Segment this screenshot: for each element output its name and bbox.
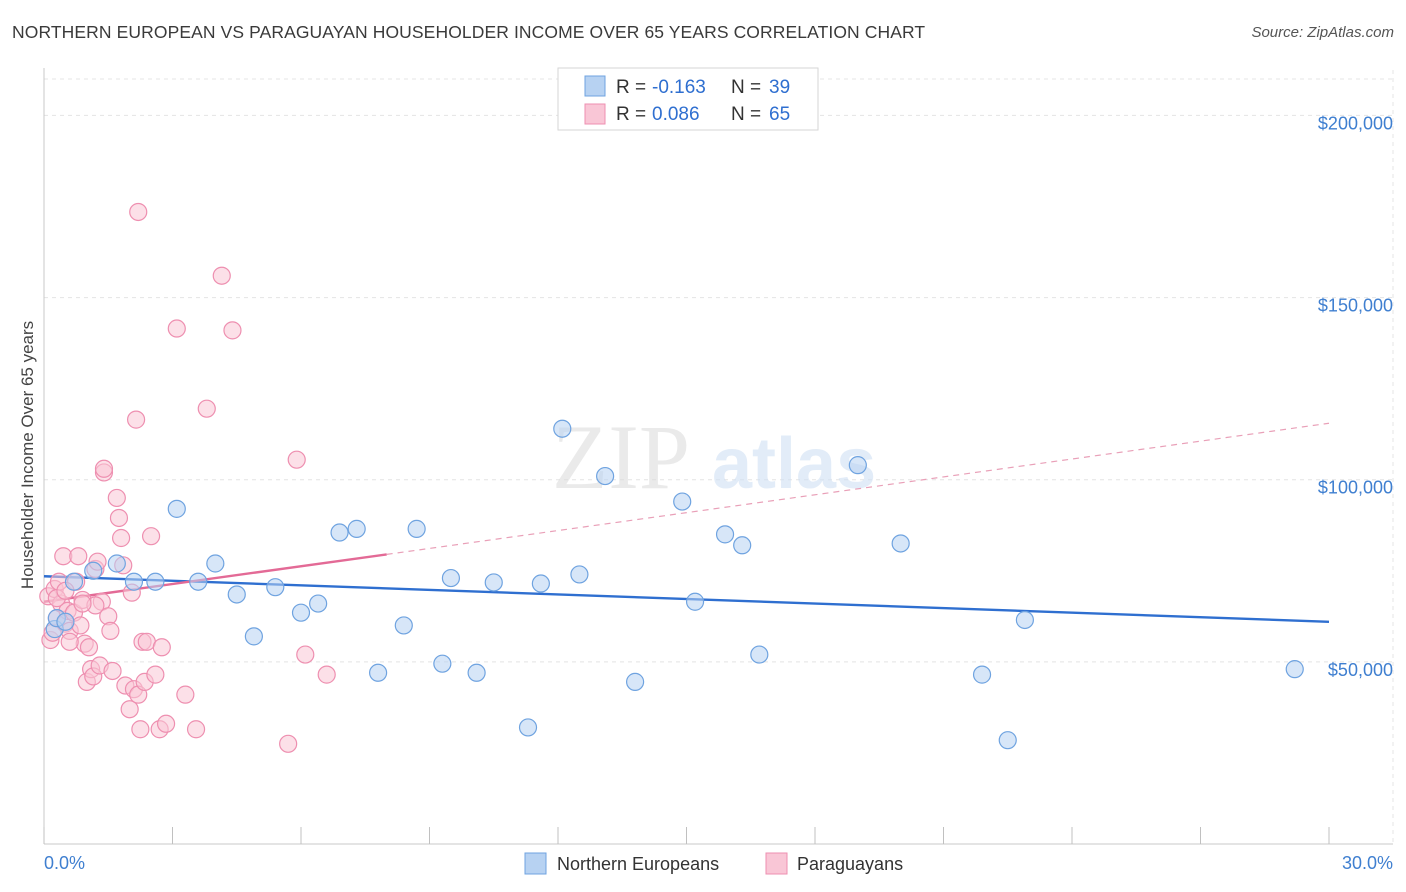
point-northern-european-13 [266, 578, 285, 597]
point-paraguayan-43 [141, 527, 161, 546]
point-paraguayan-44 [146, 665, 165, 684]
point-paraguayan-34 [120, 700, 139, 719]
legend-r-value-2: 0.086 [652, 104, 700, 125]
chart-source: Source: ZipAtlas.com [1251, 24, 1394, 41]
point-paraguayan-52 [212, 266, 231, 285]
legend-n-label-1: N = [731, 77, 761, 98]
x-tick-min: 0.0% [44, 853, 85, 873]
legend-swatch-pink [584, 103, 606, 125]
point-paraguayan-13 [69, 547, 88, 566]
legend-swatch-blue [584, 75, 606, 97]
point-northern-european-32 [685, 592, 705, 611]
point-northern-european-24 [484, 573, 503, 592]
point-northern-european-7 [146, 572, 165, 591]
point-paraguayan-46 [152, 638, 171, 657]
point-paraguayan-39 [131, 720, 150, 739]
trend-line-ext-1 [386, 422, 1330, 555]
point-northern-european-25 [518, 718, 538, 737]
point-northern-european-20 [407, 519, 426, 538]
point-northern-european-5 [107, 554, 126, 573]
point-paraguayan-64 [73, 594, 92, 613]
point-northern-european-34 [733, 536, 752, 555]
point-northern-european-35 [750, 645, 769, 664]
point-paraguayan-14 [71, 616, 90, 635]
point-northern-european-2 [56, 612, 75, 631]
point-northern-european-9 [189, 572, 208, 591]
bottom-legend-label-1: Northern Europeans [557, 854, 719, 874]
axes: $50,000 $100,000 $150,000 $200,000 [43, 68, 1393, 845]
legend-r-label-2: R = [616, 104, 646, 125]
point-northern-european-19 [394, 616, 413, 635]
y-tick-label-0: $50,000 [1328, 660, 1393, 680]
point-paraguayan-37 [126, 410, 146, 429]
x-tick-max: 30.0% [1342, 853, 1393, 873]
point-northern-european-30 [625, 672, 645, 691]
point-paraguayan-30 [109, 508, 129, 528]
series-legend: Northern Europeans Paraguayans [524, 852, 903, 875]
legend-n-value-1: 39 [769, 77, 790, 98]
stats-legend: R = -0.163 N = 39 R = 0.086 N = 65 [557, 67, 819, 131]
point-northern-european-6 [124, 572, 144, 591]
legend-r-value-1: -0.163 [652, 77, 706, 98]
point-paraguayan-31 [111, 528, 131, 548]
point-northern-european-29 [596, 466, 615, 486]
y-tick-label-2: $150,000 [1318, 296, 1393, 316]
point-paraguayan-60 [60, 632, 79, 651]
point-northern-european-12 [244, 627, 263, 646]
point-paraguayan-29 [107, 488, 126, 508]
point-northern-european-38 [972, 665, 992, 684]
watermark-zip: ZIP [552, 406, 690, 508]
point-paraguayan-47 [156, 714, 176, 733]
point-northern-european-33 [715, 525, 735, 544]
point-paraguayan-55 [279, 734, 298, 753]
point-northern-european-18 [369, 663, 388, 682]
point-northern-european-8 [167, 499, 186, 518]
point-northern-european-28 [570, 565, 589, 584]
point-paraguayan-28 [103, 661, 122, 681]
point-northern-european-10 [206, 554, 225, 573]
point-paraguayan-56 [287, 450, 306, 469]
y-tick-label-3: $200,000 [1318, 113, 1393, 133]
point-paraguayan-53 [223, 321, 242, 340]
point-paraguayan-59 [94, 459, 114, 478]
legend-r-label-1: R = [616, 77, 646, 98]
point-northern-european-31 [673, 492, 692, 511]
point-paraguayan-49 [176, 685, 195, 704]
point-northern-european-39 [998, 731, 1017, 750]
point-northern-european-15 [309, 594, 328, 613]
bottom-legend-label-2: Paraguayans [797, 854, 903, 874]
point-paraguayan-50 [186, 720, 206, 739]
point-northern-european-36 [848, 456, 867, 475]
point-northern-european-21 [433, 654, 452, 673]
point-northern-european-16 [330, 523, 349, 542]
data-points [39, 202, 1304, 753]
point-paraguayan-48 [167, 319, 186, 338]
legend-n-label-2: N = [731, 104, 761, 125]
bottom-legend-swatch-blue [524, 852, 547, 875]
point-northern-european-22 [441, 568, 461, 588]
point-paraguayan-54 [129, 202, 148, 222]
point-northern-european-17 [347, 519, 366, 538]
legend-n-value-2: 65 [769, 104, 790, 125]
point-northern-european-37 [891, 534, 910, 553]
chart-title: NORTHERN EUROPEAN VS PARAGUAYAN HOUSEHOL… [12, 22, 926, 42]
point-paraguayan-51 [197, 399, 216, 418]
point-northern-european-27 [553, 419, 572, 438]
point-northern-european-40 [1015, 610, 1034, 630]
point-paraguayan-27 [101, 621, 120, 640]
point-northern-european-3 [64, 572, 84, 591]
point-northern-european-41 [1285, 660, 1304, 679]
y-tick-label-1: $100,000 [1318, 478, 1393, 498]
point-northern-european-4 [84, 561, 103, 580]
point-paraguayan-58 [317, 665, 336, 684]
point-northern-european-23 [467, 663, 486, 682]
bottom-legend-swatch-pink [765, 852, 788, 875]
point-paraguayan-18 [79, 638, 99, 657]
point-northern-european-11 [227, 585, 246, 604]
point-paraguayan-57 [296, 645, 315, 664]
point-northern-european-26 [531, 574, 550, 593]
point-northern-european-14 [291, 603, 311, 622]
